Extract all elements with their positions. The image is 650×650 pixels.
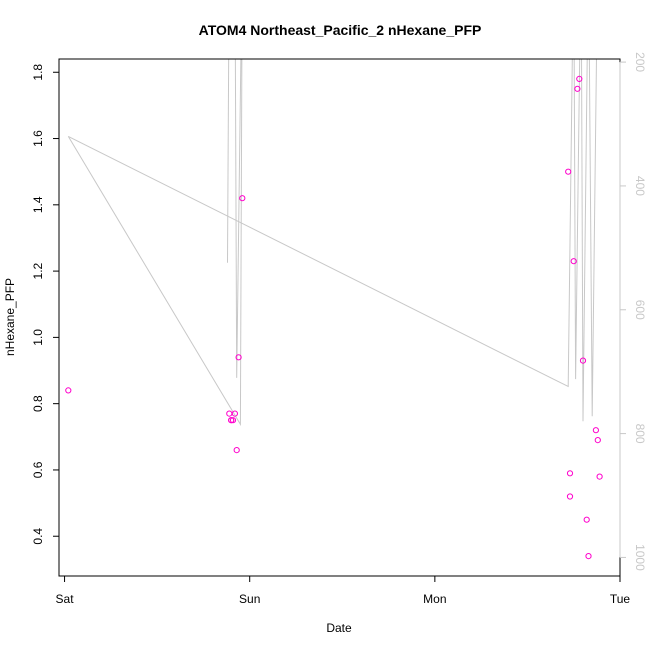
y2-tick-label: 200 bbox=[633, 52, 647, 72]
data-point bbox=[226, 410, 233, 417]
x-tick-label: Sat bbox=[56, 592, 75, 606]
y2-tick-label: 400 bbox=[633, 176, 647, 196]
data-point bbox=[579, 357, 587, 364]
plot-lines bbox=[67, 59, 597, 427]
y-axis-right: 200 400 600 800 1000 bbox=[619, 52, 647, 571]
data-point bbox=[228, 417, 235, 424]
data-point bbox=[570, 258, 577, 265]
y-tick-label: 1.6 bbox=[31, 130, 45, 147]
data-point bbox=[566, 493, 574, 500]
y-axis-label: nHexane_PFP bbox=[3, 278, 17, 356]
data-point bbox=[574, 85, 581, 92]
data-point bbox=[65, 387, 72, 394]
data-point bbox=[594, 437, 601, 444]
data-point bbox=[565, 168, 572, 175]
y-tick-label: 1.0 bbox=[31, 329, 45, 346]
y-tick-label: 0.8 bbox=[31, 395, 45, 412]
data-point bbox=[231, 410, 238, 417]
plot-frame bbox=[58, 58, 621, 577]
data-point bbox=[583, 516, 590, 523]
series-line-1 bbox=[68, 59, 597, 422]
chart-title: ATOM4 Northeast_Pacific_2 nHexane_PFP bbox=[199, 22, 482, 38]
data-point bbox=[585, 553, 592, 560]
y-tick-label: 0.6 bbox=[31, 461, 45, 478]
data-point bbox=[596, 473, 603, 480]
y-tick-label: 0.4 bbox=[31, 528, 45, 545]
y2-tick-label: 800 bbox=[633, 424, 647, 444]
x-tick-label: Mon bbox=[423, 592, 446, 606]
data-point bbox=[576, 75, 583, 83]
x-tick-label: Sun bbox=[239, 592, 260, 606]
data-point bbox=[235, 354, 242, 361]
y2-tick-label: 1000 bbox=[633, 544, 647, 571]
plot-points bbox=[65, 75, 603, 560]
x-axis-label: Date bbox=[326, 621, 352, 635]
data-point bbox=[239, 195, 246, 202]
data-point bbox=[592, 427, 600, 434]
y-tick-label: 1.2 bbox=[31, 262, 45, 279]
y-tick-label: 1.4 bbox=[31, 196, 45, 213]
x-axis: Sat Sun Mon Tue bbox=[56, 575, 631, 606]
data-point bbox=[566, 470, 574, 477]
data-point bbox=[233, 447, 240, 454]
data-point bbox=[229, 417, 237, 424]
y2-tick-label: 600 bbox=[633, 300, 647, 320]
x-tick-label: Tue bbox=[610, 592, 631, 606]
y-axis-left: 0.4 0.6 0.8 1.0 1.2 1.4 1.6 1.8 bbox=[31, 64, 60, 545]
y-tick-label: 1.8 bbox=[31, 64, 45, 81]
series-line-2 bbox=[67, 59, 243, 427]
